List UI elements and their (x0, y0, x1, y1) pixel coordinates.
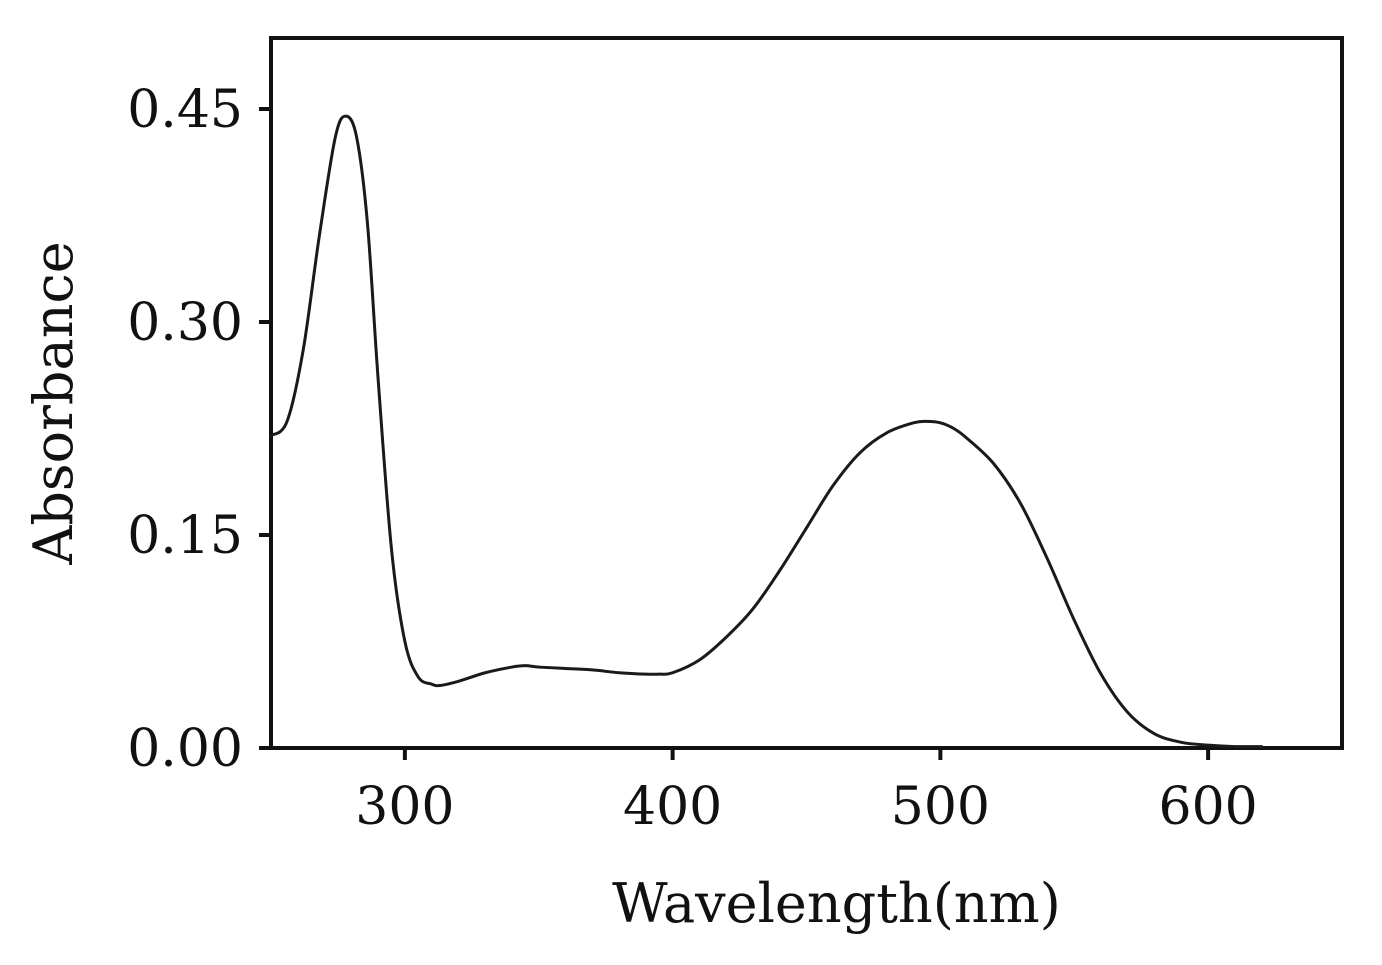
x-tick-label: 400 (623, 777, 722, 837)
x-tick-label: 300 (355, 777, 454, 837)
x-tick-label: 600 (1158, 777, 1257, 837)
x-tick-label: 500 (891, 777, 990, 837)
y-tick-label: 0.45 (127, 80, 243, 140)
y-tick-label: 0.15 (127, 506, 243, 566)
plot-frame (269, 36, 1344, 750)
absorbance-series-line (269, 114, 1264, 749)
y-tick-label: 0.00 (127, 719, 243, 779)
y-axis-label: Absorbance (22, 241, 85, 565)
y-tick-label: 0.30 (127, 293, 243, 353)
x-axis-label: Wavelength(nm) (612, 872, 1061, 935)
